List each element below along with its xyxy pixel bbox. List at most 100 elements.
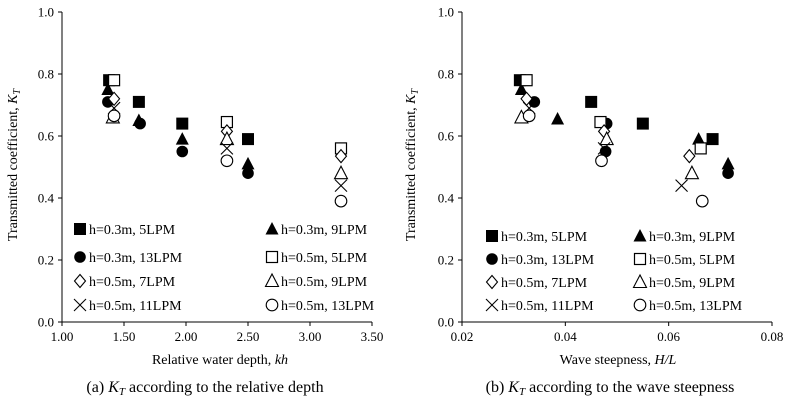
data-point [514, 82, 528, 95]
x-tick-label: 2.00 [175, 329, 198, 344]
data-point [595, 154, 608, 168]
legend-label: h=0.3m, 13LPM [89, 251, 183, 266]
legend-label: h=0.5m, 9LPM [281, 275, 368, 290]
x-axis-label: Relative water depth, kh [152, 353, 288, 368]
legend-marker [73, 273, 87, 289]
legend-marker [485, 298, 499, 312]
legend-marker [264, 272, 280, 288]
legend-label: h=0.5m, 7LPM [89, 275, 176, 290]
legend-label: h=0.5m, 9LPM [649, 276, 736, 291]
chart-panel-a: Transmitted coefficient, KT Relative wat… [6, 5, 383, 399]
data-point [220, 142, 234, 155]
legend-label: h=0.5m, 13LPM [281, 299, 375, 314]
data-point [107, 91, 121, 107]
data-point [522, 109, 536, 123]
data-point [134, 117, 146, 130]
legend-label: h=0.3m, 13LPM [501, 253, 595, 268]
y-axis-label: Transmitted coefficient, KT [6, 87, 23, 241]
data-point [520, 74, 533, 87]
data-point [683, 148, 696, 164]
y-tick-label: 0.4 [38, 191, 55, 206]
x-tick-label: 0.08 [761, 329, 784, 344]
legend-label: h=0.3m, 9LPM [649, 230, 736, 245]
data-point [636, 117, 649, 130]
data-point [684, 165, 700, 180]
data-point [334, 148, 348, 164]
legend-label: h=0.3m, 5LPM [501, 230, 588, 245]
y-tick-label: 0.0 [38, 315, 54, 330]
data-point [107, 74, 121, 87]
data-point [220, 154, 234, 168]
data-point [594, 115, 607, 129]
x-tick-label: 2.50 [237, 329, 260, 344]
data-point [692, 132, 706, 145]
data-point [551, 111, 565, 125]
data-point [333, 165, 349, 180]
legend-marker [632, 273, 648, 289]
data-point [695, 194, 709, 208]
data-point [334, 179, 348, 192]
legend-marker [265, 250, 279, 264]
legend-marker [74, 223, 86, 235]
data-point [107, 109, 121, 123]
legend-marker [633, 298, 647, 312]
legend-marker [486, 230, 498, 242]
data-point [675, 179, 688, 192]
legend-marker [265, 298, 279, 312]
data-point [176, 117, 189, 130]
y-tick-label: 1.0 [38, 5, 54, 20]
legend-marker [73, 298, 87, 312]
y-tick-label: 0.6 [438, 129, 455, 144]
y-tick-label: 0.4 [438, 191, 455, 206]
legend-marker [633, 252, 647, 266]
data-point [219, 130, 235, 146]
x-axis-label: Wave steepness, H/L [560, 353, 677, 368]
data-point [694, 142, 707, 155]
data-point [176, 145, 189, 158]
legend-marker [485, 274, 499, 290]
y-tick-label: 0.6 [38, 129, 55, 144]
data-point [101, 82, 115, 95]
x-tick-label: 1.00 [51, 329, 74, 344]
data-point [599, 145, 612, 158]
x-tick-label: 3.50 [361, 329, 384, 344]
data-point [722, 167, 734, 179]
y-tick-label: 1.0 [438, 5, 454, 20]
data-point [706, 133, 719, 146]
data-point [132, 95, 145, 108]
data-point [175, 132, 189, 145]
x-tick-label: 1.50 [113, 329, 136, 344]
data-point [242, 133, 254, 146]
y-axis-label: Transmitted coefficient, KT [404, 87, 421, 241]
legend-label: h=0.5m, 11LPM [89, 299, 182, 314]
data-point [334, 194, 348, 208]
legend-label: h=0.5m, 11LPM [501, 299, 594, 314]
y-tick-label: 0.2 [438, 253, 454, 268]
data-point [597, 142, 611, 155]
chart-panel-b: Transmitted coefficient, KT Wave steepne… [404, 5, 783, 399]
data-point [242, 167, 254, 179]
legend-label: h=0.5m, 5LPM [649, 253, 736, 268]
x-tick-label: 0.02 [451, 329, 474, 344]
legend-label: h=0.3m, 5LPM [89, 223, 176, 238]
legend-marker [486, 253, 498, 265]
legend-label: h=0.5m, 7LPM [501, 276, 588, 291]
legend-marker [74, 251, 86, 263]
x-tick-label: 0.06 [657, 329, 680, 344]
data-point [599, 130, 615, 146]
y-tick-label: 0.8 [438, 67, 454, 82]
legend-label: h=0.5m, 5LPM [281, 251, 368, 266]
y-tick-label: 0.8 [38, 67, 54, 82]
x-tick-label: 3.00 [299, 329, 322, 344]
x-tick-label: 0.04 [554, 329, 577, 344]
legend-label: h=0.3m, 9LPM [281, 223, 368, 238]
legend-label: h=0.5m, 13LPM [649, 299, 743, 314]
caption: (a) KT according to the relative depth [86, 379, 323, 398]
y-tick-label: 0.2 [38, 253, 54, 268]
caption: (b) KT according to the wave steepness [486, 379, 735, 398]
data-point [241, 156, 255, 170]
data-point [585, 95, 598, 108]
y-tick-label: 0.0 [438, 315, 454, 330]
legend-marker [633, 229, 647, 242]
